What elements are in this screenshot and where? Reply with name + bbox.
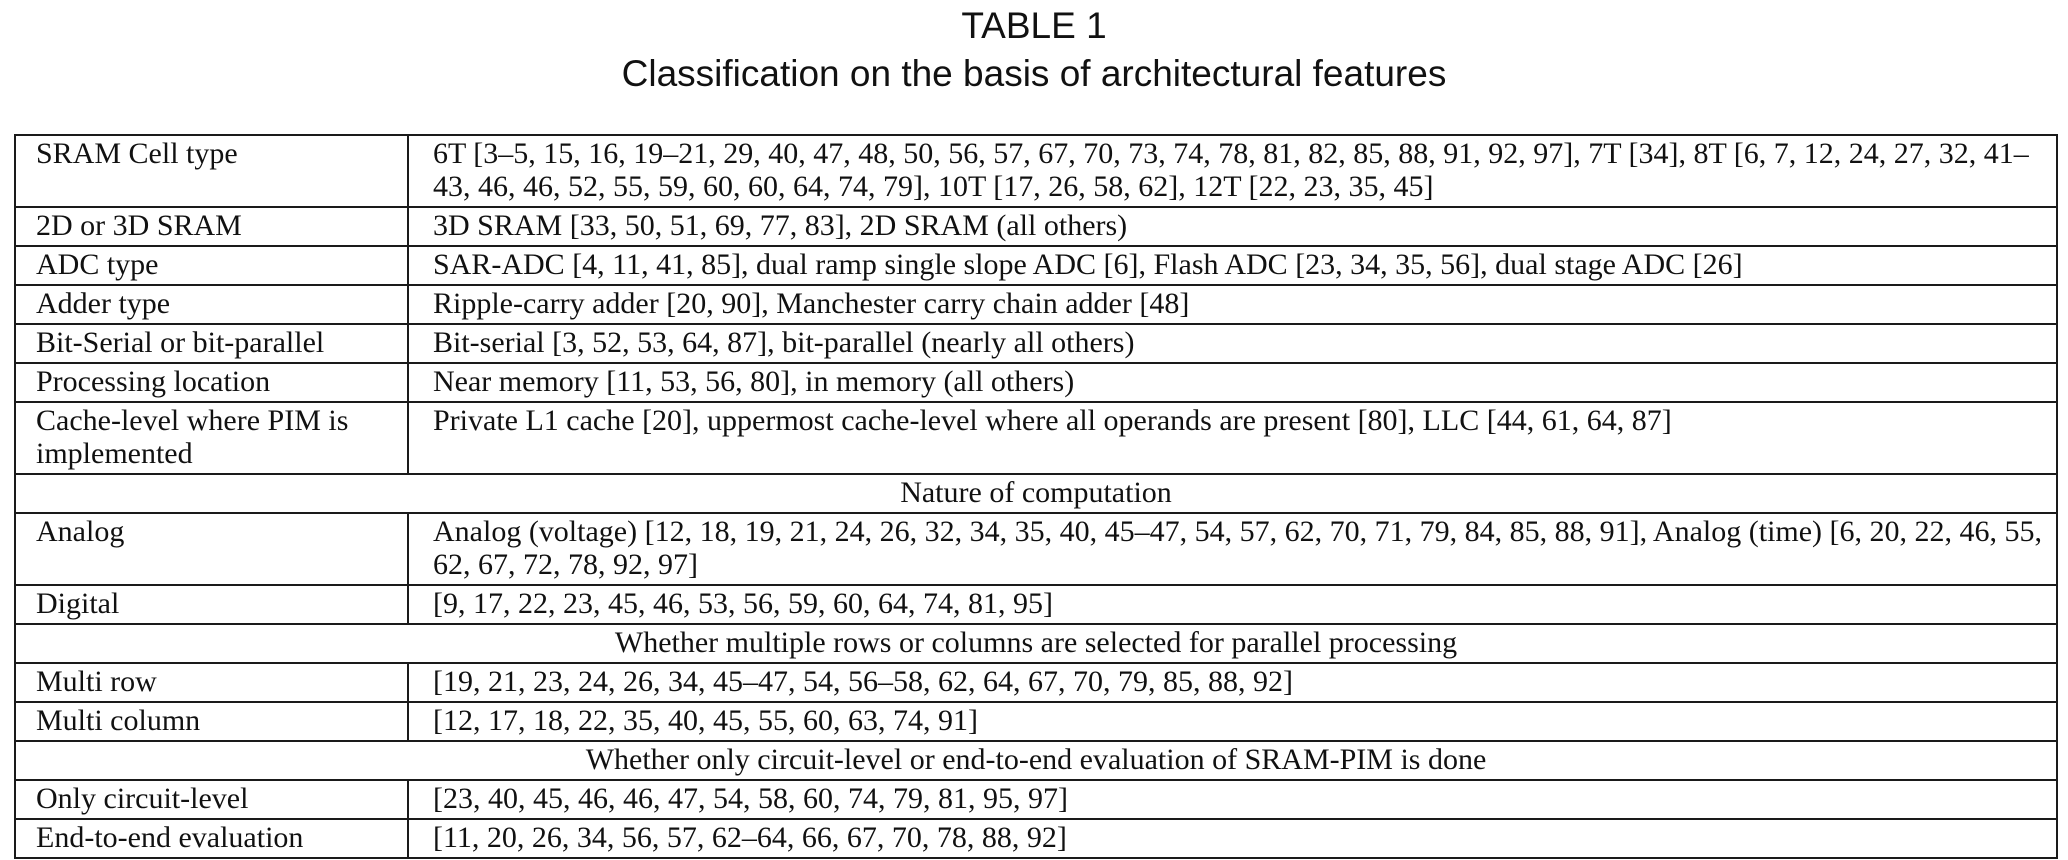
row-label: Multi column	[14, 701, 409, 742]
row-label: Multi row	[14, 662, 409, 703]
table-row-multi-row: Multi row [19, 21, 23, 24, 26, 34, 45–47…	[14, 662, 2058, 703]
row-value: Ripple-carry adder [20, 90], Manchester …	[407, 284, 2058, 325]
row-label: 2D or 3D SRAM	[14, 206, 409, 247]
section-title: Whether multiple rows or columns are sel…	[14, 623, 2058, 664]
row-label: Only circuit-level	[14, 779, 409, 820]
row-label: ADC type	[14, 245, 409, 286]
row-value: [23, 40, 45, 46, 46, 47, 54, 58, 60, 74,…	[407, 779, 2058, 820]
row-label: End-to-end evaluation	[14, 818, 409, 859]
row-value: [9, 17, 22, 23, 45, 46, 53, 56, 59, 60, …	[407, 584, 2058, 625]
table-caption-title: Classification on the basis of architect…	[621, 53, 1447, 94]
row-value: Analog (voltage) [12, 18, 19, 21, 24, 26…	[407, 512, 2058, 586]
table-row-only-circuit-level: Only circuit-level [23, 40, 45, 46, 46, …	[14, 779, 2058, 820]
row-label: Bit-Serial or bit-parallel	[14, 323, 409, 364]
row-label: Analog	[14, 512, 409, 586]
table-row-cache-level: Cache-level where PIM is implemented Pri…	[14, 401, 2058, 475]
row-value: 3D SRAM [33, 50, 51, 69, 77, 83], 2D SRA…	[407, 206, 2058, 247]
table-row-digital: Digital [9, 17, 22, 23, 45, 46, 53, 56, …	[14, 584, 2058, 625]
row-label: Processing location	[14, 362, 409, 403]
row-label: SRAM Cell type	[14, 134, 409, 208]
table-row-analog: Analog Analog (voltage) [12, 18, 19, 21,…	[14, 512, 2058, 586]
row-value: [11, 20, 26, 34, 56, 57, 62–64, 66, 67, …	[407, 818, 2058, 859]
section-header-nature-of-computation: Nature of computation	[14, 473, 2058, 514]
row-value: [19, 21, 23, 24, 26, 34, 45–47, 54, 56–5…	[407, 662, 2058, 703]
table-row-end-to-end-evaluation: End-to-end evaluation [11, 20, 26, 34, 5…	[14, 818, 2058, 859]
row-value: [12, 17, 18, 22, 35, 40, 45, 55, 60, 63,…	[407, 701, 2058, 742]
row-value: Near memory [11, 53, 56, 80], in memory …	[407, 362, 2058, 403]
classification-table: SRAM Cell type 6T [3–5, 15, 16, 19–21, 2…	[14, 134, 2058, 859]
row-value: Bit-serial [3, 52, 53, 64, 87], bit-para…	[407, 323, 2058, 364]
table-row-sram-cell-type: SRAM Cell type 6T [3–5, 15, 16, 19–21, 2…	[14, 134, 2058, 208]
row-value: 6T [3–5, 15, 16, 19–21, 29, 40, 47, 48, …	[407, 134, 2058, 208]
row-value: SAR-ADC [4, 11, 41, 85], dual ramp singl…	[407, 245, 2058, 286]
table-row-adder-type: Adder type Ripple-carry adder [20, 90], …	[14, 284, 2058, 325]
row-label: Digital	[14, 584, 409, 625]
table-row-bit-serial-parallel: Bit-Serial or bit-parallel Bit-serial [3…	[14, 323, 2058, 364]
table-row-adc-type: ADC type SAR-ADC [4, 11, 41, 85], dual r…	[14, 245, 2058, 286]
section-header-evaluation: Whether only circuit-level or end-to-end…	[14, 740, 2058, 781]
row-label: Cache-level where PIM is implemented	[14, 401, 409, 475]
table-row-processing-location: Processing location Near memory [11, 53,…	[14, 362, 2058, 403]
table-caption-label: TABLE 1	[961, 5, 1107, 46]
row-value: Private L1 cache [20], uppermost cache-l…	[407, 401, 2058, 475]
row-label: Adder type	[14, 284, 409, 325]
table-row-2d-3d-sram: 2D or 3D SRAM 3D SRAM [33, 50, 51, 69, 7…	[14, 206, 2058, 247]
section-title: Whether only circuit-level or end-to-end…	[14, 740, 2058, 781]
section-header-parallel-processing: Whether multiple rows or columns are sel…	[14, 623, 2058, 664]
table-row-multi-column: Multi column [12, 17, 18, 22, 35, 40, 45…	[14, 701, 2058, 742]
section-title: Nature of computation	[14, 473, 2058, 514]
